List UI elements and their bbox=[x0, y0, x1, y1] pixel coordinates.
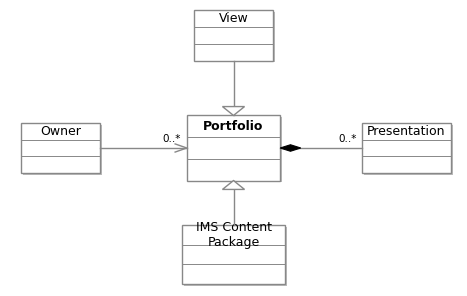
Text: View: View bbox=[219, 12, 248, 25]
Bar bbox=[187, 115, 280, 181]
Text: 0..*: 0..* bbox=[162, 134, 180, 144]
Bar bbox=[362, 123, 451, 173]
Bar bbox=[184, 227, 287, 286]
Bar bbox=[194, 10, 273, 61]
Polygon shape bbox=[222, 181, 245, 189]
Bar bbox=[182, 225, 285, 284]
Bar bbox=[23, 125, 102, 175]
Text: Presentation: Presentation bbox=[367, 125, 446, 138]
Polygon shape bbox=[222, 107, 245, 115]
Text: Owner: Owner bbox=[40, 125, 81, 138]
Bar bbox=[189, 117, 282, 182]
Bar bbox=[364, 125, 453, 175]
Text: IMS Content
Package: IMS Content Package bbox=[196, 221, 271, 249]
Bar bbox=[196, 12, 275, 62]
Text: Portfolio: Portfolio bbox=[203, 120, 264, 133]
Polygon shape bbox=[280, 145, 301, 151]
Bar bbox=[21, 123, 100, 173]
Text: 0..*: 0..* bbox=[338, 134, 356, 144]
